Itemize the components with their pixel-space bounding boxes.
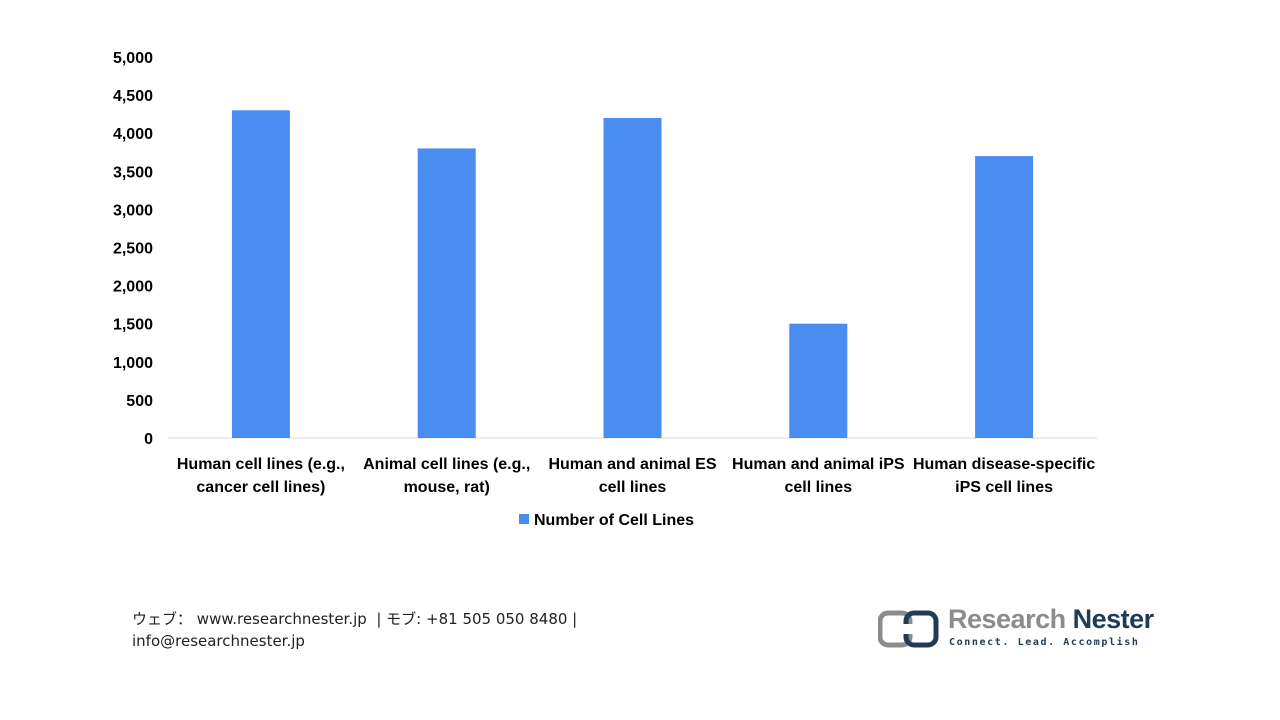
- x-axis-category-labels: Human cell lines (e.g., cancer cell lines…: [177, 456, 1095, 496]
- footer-line-2: info@researchnester.jp: [132, 630, 577, 652]
- y-tick-label: 3,000: [113, 202, 153, 219]
- brand-tagline: Connect. Lead. Accomplish: [949, 637, 1140, 648]
- bar: [231, 110, 290, 438]
- web-url[interactable]: www.researchnester.jp: [196, 610, 367, 628]
- email-address[interactable]: info@researchnester.jp: [132, 632, 305, 650]
- legend-label: Number of Cell Lines: [534, 512, 694, 529]
- y-tick-label: 500: [126, 393, 153, 410]
- phone-number: +81 505 050 8480 |: [426, 610, 578, 628]
- research-nester-logo: Research Nester Connect. Lead. Accomplis…: [878, 604, 1154, 652]
- bar: [975, 156, 1034, 438]
- y-tick-label: 2,500: [113, 241, 153, 258]
- y-tick-label: 4,000: [113, 126, 153, 143]
- y-tick-label: 1,000: [113, 355, 153, 372]
- bar: [417, 148, 476, 438]
- brand-name: Research Nester: [948, 604, 1154, 635]
- bar-chart: 0 500 1,000 1,500 2,000 2,500 3,000 3,500 4,000 4…: [113, 50, 1097, 529]
- y-tick-label: 3,500: [113, 164, 153, 181]
- brand-name-part-2: Nester: [1072, 604, 1155, 634]
- footer-line-1: ウェブ： www.researchnester.jp | モブ: +81 505…: [132, 608, 577, 630]
- y-axis-ticks: 0 500 1,000 1,500 2,000 2,500 3,000 3,500 4,000 4…: [113, 50, 153, 448]
- y-tick-label: 4,500: [113, 88, 153, 105]
- x-category-label: Human disease-specific iPS cell lines: [913, 456, 1095, 496]
- bars: [231, 110, 1034, 439]
- y-tick-label: 1,500: [113, 317, 153, 334]
- bar: [603, 117, 662, 439]
- x-category-label: Human and animal iPS cell lines: [732, 456, 905, 496]
- y-tick-label: 5,000: [113, 50, 153, 67]
- brand-name-part-1: Research: [948, 604, 1066, 634]
- x-category-label: Human and animal ES cell lines: [548, 456, 716, 496]
- legend: Number of Cell Lines: [519, 512, 694, 529]
- y-tick-label: 2,000: [113, 279, 153, 296]
- contact-footer: ウェブ： www.researchnester.jp | モブ: +81 505…: [132, 608, 577, 652]
- x-category-label: Animal cell lines (e.g., mouse, rat): [363, 456, 530, 496]
- x-category-label: Human cell lines (e.g., cancer cell lines…: [177, 456, 345, 496]
- bar: [789, 323, 848, 438]
- y-tick-label: 0: [144, 431, 153, 448]
- web-label: ウェブ：: [132, 610, 193, 628]
- brand-mark-icon: [878, 610, 939, 648]
- phone-label: | モブ:: [376, 610, 422, 628]
- legend-swatch: [519, 514, 529, 524]
